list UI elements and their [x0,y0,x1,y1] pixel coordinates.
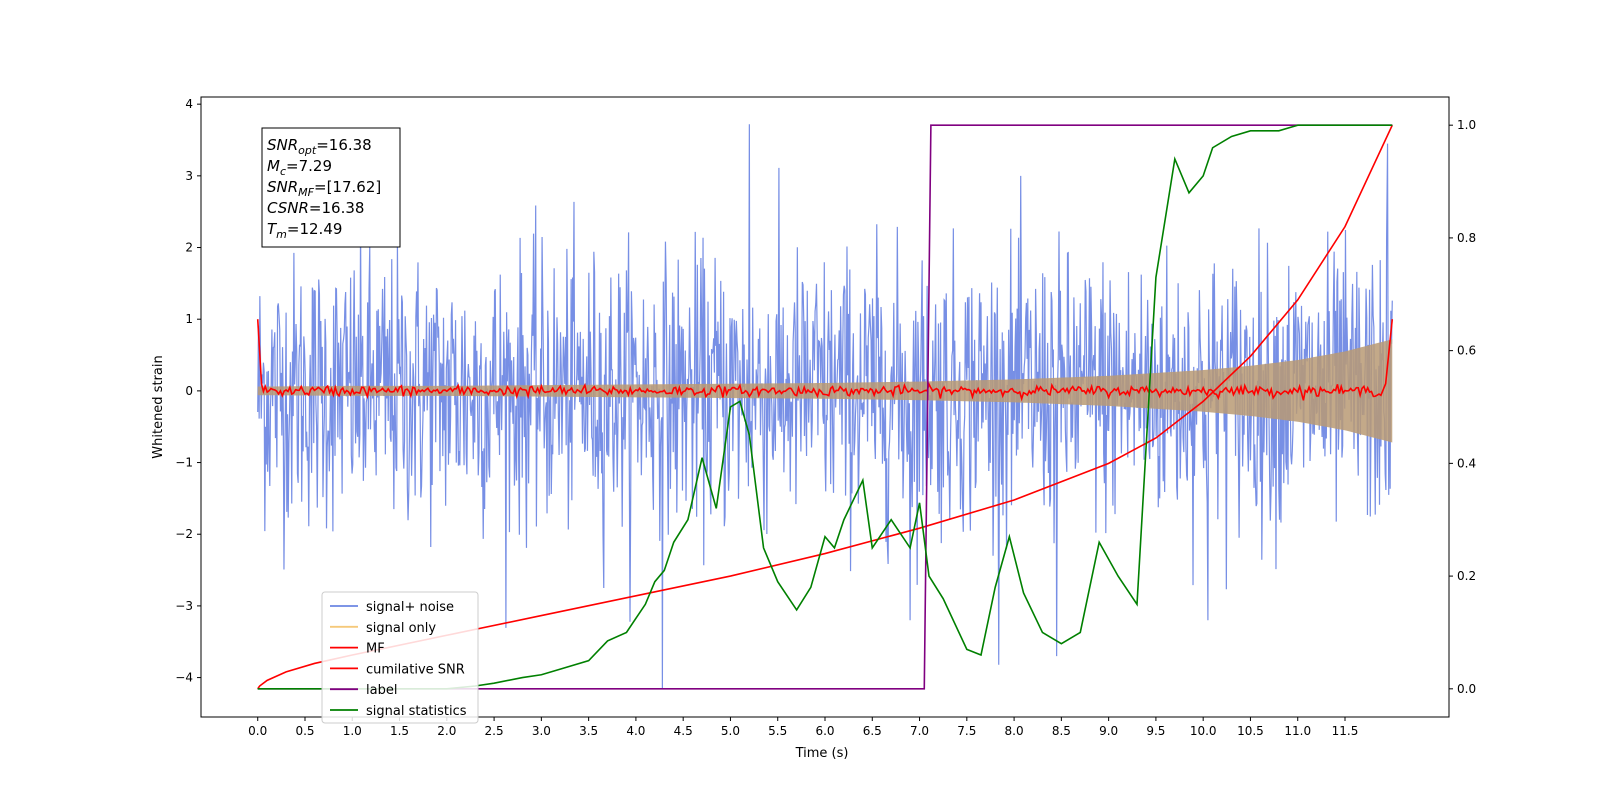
legend-label: MF [366,642,385,657]
y-tick-label: 1 [185,312,193,326]
series-signal-only [257,339,1393,443]
legend-label: cumilative SNR [366,662,465,677]
x-tick-label: 1.5 [390,724,409,738]
series-envelope [257,339,1393,443]
series-mf [256,319,1394,402]
series-line [257,124,1393,690]
stats-line: SNRMF=[17.62] [267,178,381,199]
x-tick-label: 11.5 [1332,724,1359,738]
series-line [256,319,1394,402]
y-tick-label: −2 [175,527,193,541]
series-cumilative-snr [257,124,1393,690]
x-tick-label: 5.0 [721,724,740,738]
stats-line: Mc=7.29 [267,157,332,178]
x-tick-label: 9.0 [1099,724,1118,738]
x-axis: 0.0 0.5 1.0 1.5 2.0 2.5 3.0 3.5 4.0 4.5 5.0 5.5 6.0 6… [248,717,1358,738]
y-axis-label: Whitened strain [151,355,166,458]
stats-box-frame [261,127,401,248]
legend-label: label [366,683,397,698]
legend-frame [321,591,479,724]
x-tick-label: 10.0 [1190,724,1217,738]
series-line [257,124,1393,690]
series-signal-statistics [257,124,1393,690]
stats-line: Tm=12.49 [267,220,342,241]
legend-label: signal statistics [366,704,467,719]
x-tick-label: 7.5 [957,724,976,738]
x-tick-label: 3.0 [532,724,551,738]
y2-tick-label: 0.4 [1457,456,1476,470]
x-tick-label: 8.5 [1052,724,1071,738]
y-tick-label: 3 [185,169,193,183]
series-line [257,124,1393,689]
y-tick-label: 2 [185,241,193,255]
y2-tick-label: 0.8 [1457,231,1476,245]
x-tick-label: 11.0 [1284,724,1311,738]
stats-line: CSNR=16.38 [267,199,364,217]
series-line [257,124,1393,690]
y-tick-label: −1 [175,456,193,470]
y-axis-right: 1.0 0.8 0.6 0.4 0.2 0.0 [1449,118,1476,696]
y2-tick-label: 1.0 [1457,118,1476,132]
stats-line: SNRopt=16.38 [267,136,372,157]
y2-tick-label: 0.6 [1457,344,1476,358]
legend-label: signal only [366,621,436,636]
series-layer [256,124,1394,690]
x-tick-label: 3.5 [579,724,598,738]
series-signal-noise [257,124,1393,689]
y-tick-label: 4 [185,97,193,111]
x-tick-label: 2.0 [437,724,456,738]
x-tick-label: 2.5 [485,724,504,738]
legend-label: signal+ noise [366,600,454,615]
x-tick-label: 6.0 [815,724,834,738]
x-tick-label: 6.5 [863,724,882,738]
y-tick-label: 0 [185,384,193,398]
x-tick-label: 1.0 [343,724,362,738]
x-tick-label: 8.0 [1005,724,1024,738]
y-axis-left: 4 3 2 1 0 −1 −2 −3 −4 [175,97,201,685]
y2-tick-label: 0.0 [1457,682,1476,696]
x-axis-label: Time (s) [795,746,849,761]
y-tick-label: −3 [175,599,193,613]
legend: signal+ noise signal only MF cumilative SNR… [321,591,479,724]
x-tick-label: 7.0 [910,724,929,738]
y2-tick-label: 0.2 [1457,569,1476,583]
x-tick-label: 9.5 [1146,724,1165,738]
x-tick-label: 5.5 [768,724,787,738]
series-label [257,124,1393,690]
x-tick-label: 0.0 [248,724,267,738]
stats-box: SNRopt=16.38Mc=7.29SNRMF=[17.62]CSNR=16.… [261,127,401,248]
x-tick-label: 4.0 [626,724,645,738]
x-tick-label: 10.5 [1237,724,1264,738]
x-tick-label: 4.5 [674,724,693,738]
y-tick-label: −4 [175,671,193,685]
x-tick-label: 0.5 [295,724,314,738]
